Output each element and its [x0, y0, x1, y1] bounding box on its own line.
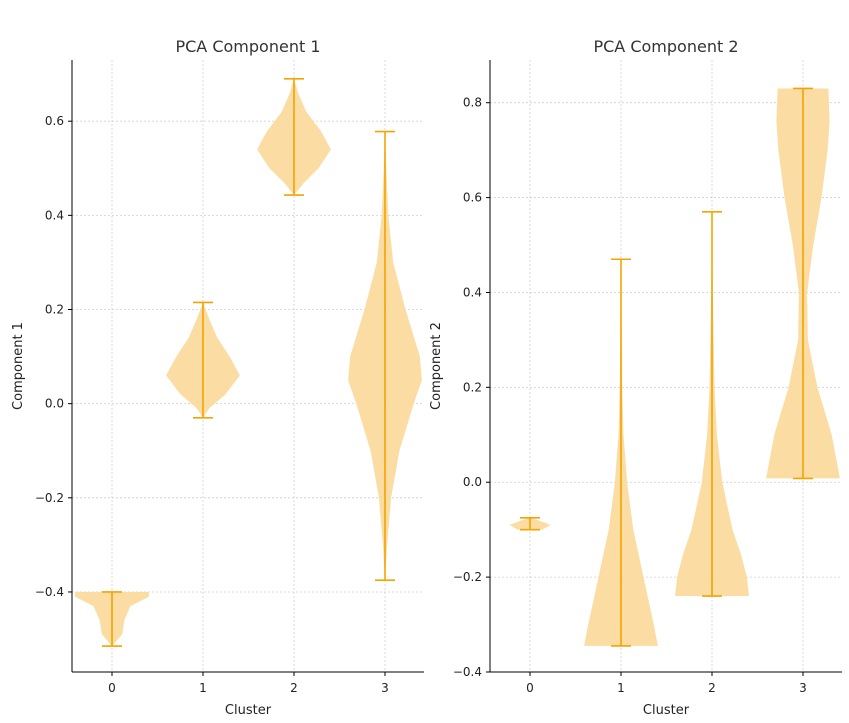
- y-tick-label: 0.2: [45, 303, 64, 317]
- y-axis-label: Component 1: [11, 322, 26, 410]
- x-tick-label: 0: [108, 681, 116, 695]
- x-tick-label: 3: [381, 681, 389, 695]
- x-tick-label: 0: [526, 681, 534, 695]
- x-tick-label: 2: [290, 681, 298, 695]
- x-tick-label: 1: [199, 681, 207, 695]
- x-tick-label: 3: [799, 681, 807, 695]
- x-tick-label: 2: [708, 681, 716, 695]
- y-tick-label: −0.2: [35, 491, 64, 505]
- y-tick-label: 0.6: [463, 191, 482, 205]
- y-tick-label: −0.4: [35, 585, 64, 599]
- x-axis-label: Cluster: [643, 703, 690, 718]
- y-tick-label: 0.8: [463, 96, 482, 110]
- y-tick-label: 0.4: [463, 285, 482, 299]
- y-tick-label: 0.6: [45, 114, 64, 128]
- chart-panel-2: −0.4 −0.2 0.0 0.2 0.4 0.6 0.8 0 1 2 3 PCA Component…: [429, 37, 842, 718]
- y-tick-label: 0.4: [45, 208, 64, 222]
- chart-title: PCA Component 2: [593, 37, 738, 56]
- y-tick-label: 0.0: [463, 475, 482, 489]
- x-axis-label: Cluster: [225, 703, 272, 718]
- y-tick-label: −0.2: [453, 570, 482, 584]
- chart-title: PCA Component 1: [175, 37, 320, 56]
- y-axis-label: Component 2: [429, 322, 444, 410]
- chart-panel-1: −0.4 −0.2 0.0 0.2 0.4 0.6 0 1 2 3 PCA Component 1 C…: [11, 37, 424, 718]
- x-tick-label: 1: [617, 681, 625, 695]
- y-tick-label: −0.4: [453, 665, 482, 679]
- y-tick-label: 0.0: [45, 397, 64, 411]
- y-tick-label: 0.2: [463, 380, 482, 394]
